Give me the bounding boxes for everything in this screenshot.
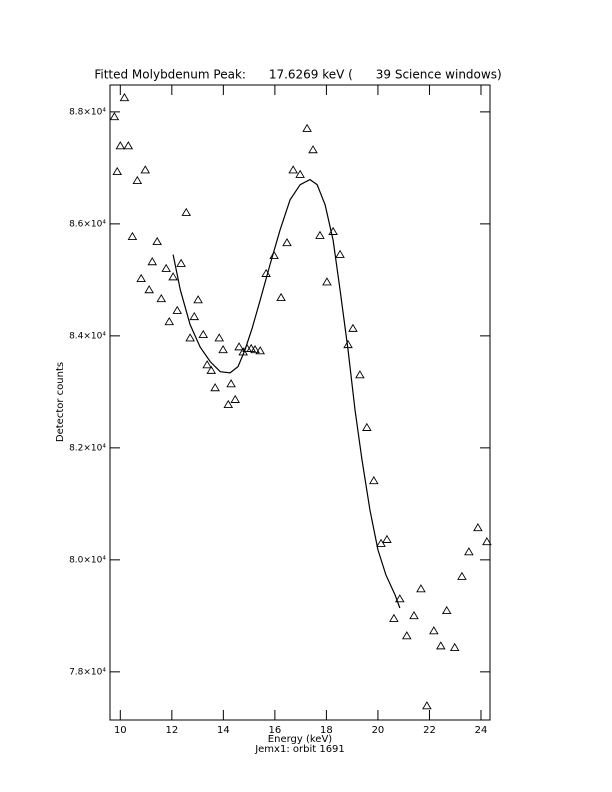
- data-point: [109, 112, 120, 121]
- data-point: [246, 343, 256, 352]
- x-tick-label: 22: [423, 725, 436, 736]
- data-point: [185, 333, 195, 342]
- data-point: [226, 379, 236, 388]
- data-point: [473, 523, 483, 532]
- data-point: [136, 273, 146, 282]
- data-point: [295, 169, 305, 178]
- data-point: [176, 258, 186, 267]
- data-point: [449, 642, 460, 652]
- data-point: [441, 605, 452, 615]
- y-tick-label: 8.2×10⁴: [69, 443, 106, 453]
- data-point: [308, 145, 318, 154]
- data-point: [255, 346, 265, 355]
- y-tick-label: 7.8×10⁴: [69, 667, 106, 677]
- data-point: [302, 123, 312, 132]
- data-point: [198, 329, 209, 338]
- data-point: [315, 230, 325, 239]
- data-point: [355, 370, 365, 379]
- x-tick-label: 20: [372, 725, 385, 736]
- data-point: [389, 613, 399, 622]
- data-point: [250, 344, 260, 354]
- data-point: [164, 316, 175, 326]
- data-point: [362, 422, 372, 431]
- data-point: [156, 294, 167, 303]
- data-point: [395, 594, 405, 603]
- plot-frame: [109, 84, 491, 721]
- data-point: [223, 399, 234, 408]
- fit-line: [172, 178, 401, 609]
- data-point: [168, 272, 178, 281]
- data-point: [288, 165, 298, 174]
- data-point: [457, 571, 467, 580]
- y-tick-label: 8.6×10⁴: [69, 219, 106, 229]
- data-point: [234, 342, 244, 351]
- data-point: [132, 175, 143, 185]
- data-point: [161, 263, 171, 272]
- x-tick-label: 24: [475, 725, 488, 736]
- y-axis-label: Detector counts: [55, 362, 66, 442]
- data-point: [335, 249, 345, 258]
- data-point: [464, 547, 474, 556]
- data-point: [276, 292, 286, 302]
- x-tick-label: 10: [114, 725, 127, 736]
- data-point: [348, 323, 358, 332]
- x-tick-label: 14: [217, 725, 230, 736]
- data-point: [369, 476, 379, 485]
- data-point: [181, 207, 192, 216]
- data-point: [401, 631, 412, 640]
- data-point: [112, 166, 123, 176]
- y-tick-label: 8.0×10⁴: [69, 555, 106, 565]
- data-point: [140, 165, 151, 174]
- data-point: [376, 538, 386, 547]
- data-point: [422, 701, 432, 710]
- data-point: [119, 92, 130, 102]
- data-point: [322, 277, 332, 286]
- data-point: [115, 141, 126, 150]
- data-point: [193, 295, 203, 304]
- data-point: [147, 257, 158, 266]
- data-point: [218, 344, 228, 354]
- data-point: [269, 250, 279, 260]
- x-tick-label: 18: [320, 725, 333, 736]
- y-tick-label: 8.8×10⁴: [69, 107, 106, 117]
- data-point: [409, 610, 419, 620]
- data-point: [202, 360, 212, 369]
- data-point: [123, 141, 134, 150]
- x-tick-label: 16: [269, 725, 282, 736]
- y-tick-label: 8.4×10⁴: [69, 331, 106, 341]
- data-point: [152, 236, 162, 246]
- data-point: [214, 333, 225, 342]
- data-point: [210, 383, 220, 392]
- data-point: [206, 365, 217, 374]
- data-point: [282, 238, 292, 247]
- data-point: [189, 311, 200, 321]
- data-point: [416, 584, 426, 593]
- data-point: [172, 305, 183, 314]
- data-point: [230, 394, 240, 403]
- subtitle: Jemx1: orbit 1691: [254, 744, 345, 755]
- data-point: [144, 285, 154, 294]
- data-point: [429, 626, 439, 635]
- data-point: [482, 537, 492, 546]
- data-point: [436, 641, 446, 650]
- data-point: [382, 534, 392, 543]
- data-point: [127, 231, 138, 240]
- x-tick-label: 12: [165, 725, 178, 736]
- chart-title: Fitted Molybdenum Peak: 17.6269 keV ( 39…: [94, 68, 501, 82]
- x-axis-label: Energy (keV): [268, 734, 333, 745]
